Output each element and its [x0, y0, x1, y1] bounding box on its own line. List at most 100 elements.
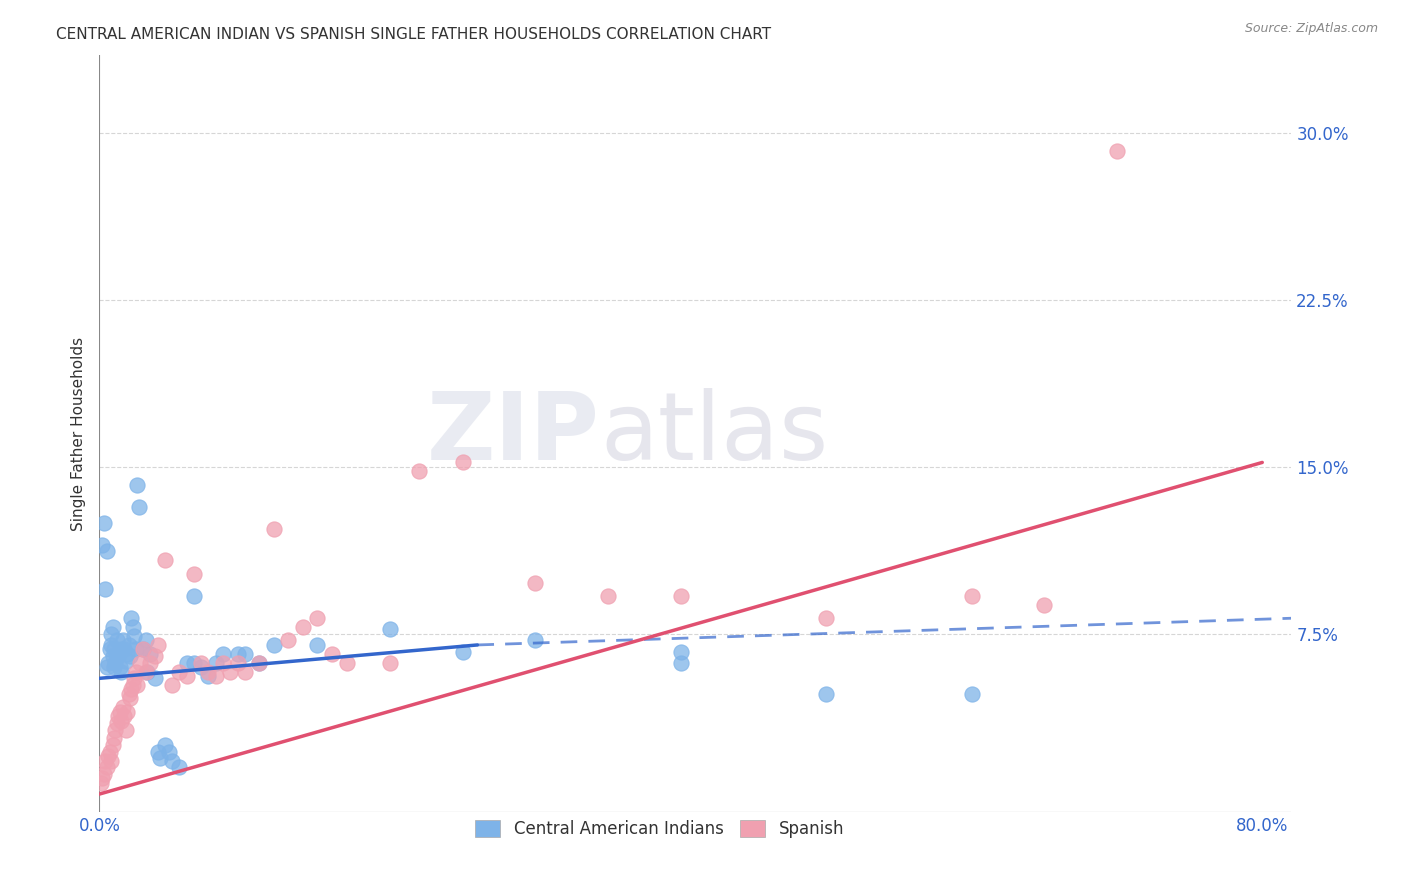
Point	[103, 642, 125, 657]
Point	[669, 656, 692, 670]
Point	[1105, 144, 1128, 158]
Point	[96, 544, 118, 558]
Point	[669, 589, 692, 603]
Point	[135, 665, 157, 679]
Point	[125, 642, 148, 657]
Point	[104, 723, 127, 737]
Point	[219, 665, 242, 679]
Point	[451, 645, 474, 659]
Point	[157, 745, 180, 759]
Point	[183, 589, 205, 603]
Point	[190, 660, 212, 674]
Point	[107, 649, 129, 664]
Point	[960, 687, 983, 701]
Point	[307, 611, 329, 625]
Point	[124, 629, 146, 643]
Point	[103, 660, 125, 674]
Point	[139, 656, 162, 670]
Point	[143, 649, 166, 664]
Text: Source: ZipAtlas.com: Source: ZipAtlas.com	[1244, 22, 1378, 36]
Point	[263, 522, 285, 536]
Point	[110, 665, 132, 679]
Point	[233, 665, 256, 679]
Point	[101, 620, 124, 634]
Point	[100, 754, 122, 768]
Point	[96, 660, 118, 674]
Point	[127, 477, 149, 491]
Point	[93, 767, 115, 781]
Point	[114, 723, 136, 737]
Point	[94, 582, 117, 597]
Point	[263, 638, 285, 652]
Point	[108, 705, 131, 719]
Point	[183, 566, 205, 581]
Point	[524, 575, 547, 590]
Point	[960, 589, 983, 603]
Point	[98, 745, 121, 759]
Point	[669, 645, 692, 659]
Point	[112, 642, 135, 657]
Point	[153, 738, 176, 752]
Point	[169, 760, 191, 774]
Point	[91, 538, 114, 552]
Point	[112, 709, 135, 723]
Point	[97, 656, 120, 670]
Point	[120, 611, 142, 625]
Point	[408, 464, 430, 478]
Point	[247, 656, 270, 670]
Point	[100, 638, 122, 652]
Point	[321, 647, 343, 661]
Point	[127, 678, 149, 692]
Point	[335, 656, 357, 670]
Point	[121, 620, 143, 634]
Point	[101, 738, 124, 752]
Point	[105, 715, 128, 730]
Point	[226, 656, 249, 670]
Point	[105, 633, 128, 648]
Point	[291, 620, 314, 634]
Point	[277, 633, 299, 648]
Point	[124, 671, 146, 685]
Text: atlas: atlas	[600, 387, 828, 480]
Point	[114, 654, 136, 668]
Point	[160, 754, 183, 768]
Point	[96, 760, 118, 774]
Point	[226, 647, 249, 661]
Point	[125, 665, 148, 679]
Point	[107, 709, 129, 723]
Point	[815, 687, 838, 701]
Point	[115, 647, 138, 661]
Point	[169, 665, 191, 679]
Point	[307, 638, 329, 652]
Point	[197, 665, 219, 679]
Point	[91, 772, 114, 786]
Point	[104, 656, 127, 670]
Point	[139, 647, 162, 661]
Point	[197, 669, 219, 683]
Point	[524, 633, 547, 648]
Point	[121, 678, 143, 692]
Point	[128, 500, 150, 514]
Point	[146, 745, 169, 759]
Point	[117, 638, 139, 652]
Point	[378, 623, 401, 637]
Point	[136, 665, 159, 679]
Point	[111, 700, 134, 714]
Point	[212, 656, 235, 670]
Point	[129, 656, 152, 670]
Point	[117, 687, 139, 701]
Point	[110, 642, 132, 657]
Point	[132, 642, 155, 657]
Point	[132, 642, 155, 657]
Point	[183, 656, 205, 670]
Point	[100, 627, 122, 641]
Point	[247, 656, 270, 670]
Point	[212, 647, 235, 661]
Point	[105, 649, 128, 664]
Point	[204, 656, 226, 670]
Point	[101, 649, 124, 664]
Point	[111, 633, 134, 648]
Point	[451, 455, 474, 469]
Point	[1033, 598, 1056, 612]
Point	[110, 714, 132, 728]
